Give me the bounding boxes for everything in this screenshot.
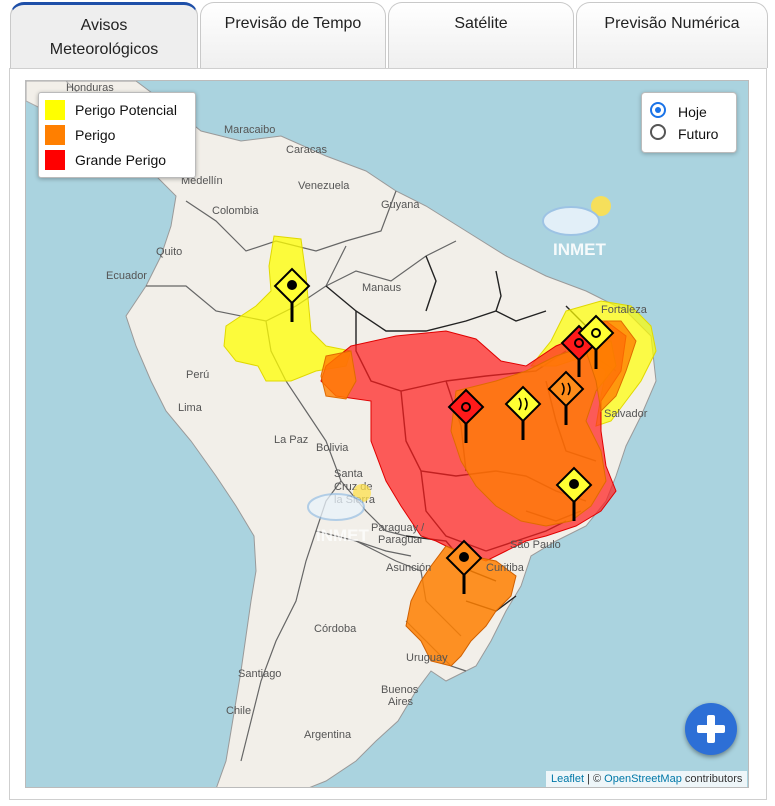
label-peru: Perú (186, 369, 209, 381)
label-bolivia: Bolivia (316, 442, 349, 454)
label-fortaleza: Fortaleza (601, 304, 648, 316)
tab-label: Previsão de Tempo (224, 15, 362, 32)
map-legend: Perigo Potencial Perigo Grande Perigo (38, 92, 196, 178)
attribution-sep: | © (584, 773, 605, 785)
label-buenos: Buenos (381, 684, 419, 696)
warning-marker-storm-yellow-se (555, 466, 593, 521)
warning-marker-heat-orange (547, 370, 585, 425)
watermark-text: INMET (316, 526, 370, 545)
warning-marker-storm-yellow (273, 267, 311, 322)
label-uruguay: Uruguay (406, 652, 448, 664)
legend-label: Perigo (75, 127, 116, 143)
warning-marker-storm-orange-south (445, 539, 483, 594)
label-guyana: Guyana (381, 199, 420, 211)
alert-area-danger-west-small (320, 350, 357, 400)
tab-bar: Avisos Meteorológicos Previsão de Tempo … (0, 0, 775, 70)
label-santa: Santa (334, 468, 364, 480)
sun-icon (353, 484, 371, 502)
tab-label: Previsão Numérica (604, 15, 740, 32)
tab-avisos-meteorologicos[interactable]: Avisos Meteorológicos (10, 2, 198, 70)
label-cordoba: Córdoba (314, 623, 357, 635)
inmet-logo-northeast: INMET (542, 196, 611, 259)
tab-label: Satélite (454, 15, 508, 32)
leaflet-link[interactable]: Leaflet (551, 773, 585, 785)
label-quito: Quito (156, 246, 182, 258)
label-asuncion: Asunción (386, 562, 431, 574)
legend-swatch-red (45, 150, 65, 170)
label-curitiba: Curitiba (486, 562, 525, 574)
warning-marker-rain-red (447, 388, 485, 443)
radio-hoje[interactable] (650, 102, 666, 118)
label-argentina: Argentina (304, 729, 352, 741)
label-venezuela: Venezuela (298, 180, 350, 192)
legend-swatch-yellow (45, 100, 65, 120)
alert-area-danger-south (405, 545, 517, 667)
inmet-logo-southwest: INMET (307, 484, 371, 545)
label-paraguai: Paraguai (378, 534, 422, 546)
label-honduras: Honduras (66, 82, 114, 94)
tab-previsao-numerica[interactable]: Previsão Numérica (576, 2, 768, 68)
osm-link[interactable]: OpenStreetMap (604, 773, 682, 785)
map-canvas: Honduras Maracaibo Caracas Medellín Vene… (26, 81, 657, 787)
tab-label-line2: Meteorológicos (49, 41, 159, 58)
sun-icon (591, 196, 611, 216)
label-medellin: Medellín (181, 175, 223, 187)
label-manaus: Manaus (362, 282, 402, 294)
label-lima: Lima (178, 402, 203, 414)
radio-futuro[interactable] (650, 124, 666, 140)
map-attribution: Leaflet | © OpenStreetMap contributors (546, 771, 748, 787)
period-selector: Hoje Futuro (641, 92, 737, 153)
label-salvador: Salvador (604, 408, 648, 420)
label-la-paz: La Paz (274, 434, 308, 446)
cloud-icon (307, 493, 365, 521)
tab-label-line1: Avisos (80, 17, 128, 34)
label-santiago: Santiago (238, 668, 281, 680)
label-ecuador: Ecuador (106, 270, 147, 282)
tab-satelite[interactable]: Satélite (388, 2, 574, 68)
tab-previsao-de-tempo[interactable]: Previsão de Tempo (200, 2, 386, 68)
legend-swatch-orange (45, 125, 65, 145)
label-colombia: Colombia (212, 205, 259, 217)
watermark-text: INMET (553, 240, 607, 259)
warning-marker-heat-yellow (504, 385, 542, 440)
map-view[interactable]: Honduras Maracaibo Caracas Medellín Vene… (25, 80, 749, 788)
label-chile: Chile (226, 705, 251, 717)
label-sao-paulo: São Paulo (510, 539, 561, 551)
label-caracas: Caracas (286, 144, 327, 156)
label-aires: Aires (388, 696, 414, 708)
cloud-icon (542, 206, 600, 236)
label-paraguay: Paraguay / (371, 522, 425, 534)
legend-label: Perigo Potencial (75, 102, 177, 118)
warning-marker-rain-yellow-ne (577, 314, 615, 369)
legend-label: Grande Perigo (75, 152, 167, 168)
alert-area-potential-west (223, 235, 352, 382)
label-maracaibo: Maracaibo (224, 124, 275, 136)
radio-label: Hoje (678, 104, 707, 120)
plus-button[interactable] (685, 703, 737, 755)
continent-land (65, 81, 657, 787)
warning-markers (273, 267, 615, 594)
attribution-rest: contributors (681, 773, 743, 785)
radio-label: Futuro (678, 126, 719, 142)
